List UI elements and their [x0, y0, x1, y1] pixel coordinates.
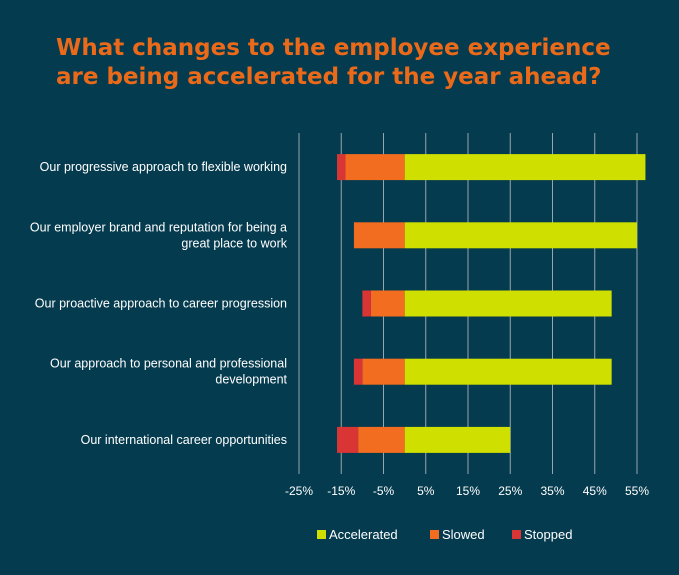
legend-label: Stopped: [524, 527, 572, 542]
x-tick-label: -15%: [327, 484, 355, 498]
x-tick-label: 5%: [417, 484, 435, 498]
chart-title-line-1: What changes to the employee experience: [56, 35, 611, 61]
x-tick-label: 55%: [625, 484, 649, 498]
x-tick-label: 25%: [498, 484, 522, 498]
legend: Accelerated Slowed Stopped: [317, 527, 572, 542]
slowed-bar: [370, 290, 405, 317]
y-category-label: Our proactive approach to career progres…: [35, 297, 287, 311]
slowed-bar: [353, 222, 405, 249]
stopped-bar: [353, 358, 363, 385]
slowed-bar: [362, 358, 405, 385]
legend-swatch: [430, 530, 439, 539]
stopped-bar: [337, 154, 346, 181]
legend-swatch: [512, 530, 521, 539]
accelerated-bar: [404, 290, 612, 317]
chart-title-line-2: are being accelerated for the year ahead…: [56, 64, 602, 90]
chart-title: What changes to the employee experience …: [56, 34, 616, 92]
y-category-label: great place to work: [181, 236, 287, 250]
y-category-label: Our approach to personal and professiona…: [50, 357, 287, 371]
x-tick-label: -25%: [285, 484, 313, 498]
y-category-label: Our international career opportunities: [81, 433, 287, 447]
slowed-bar: [358, 426, 405, 453]
y-category-label: Our employer brand and reputation for be…: [30, 220, 287, 234]
x-tick-label: 35%: [540, 484, 564, 498]
accelerated-bar: [404, 154, 646, 181]
x-tick-label: -5%: [373, 484, 395, 498]
y-category-label: development: [215, 373, 287, 387]
legend-label: Accelerated: [329, 527, 398, 542]
slowed-bar: [345, 154, 405, 181]
legend-label: Slowed: [442, 527, 485, 542]
accelerated-bar: [404, 222, 637, 249]
accelerated-bar: [404, 426, 511, 453]
y-category-label: Our progressive approach to flexible wor…: [40, 160, 287, 174]
legend-swatch: [317, 530, 326, 539]
x-tick-label: 15%: [456, 484, 480, 498]
stopped-bar: [362, 290, 371, 317]
stopped-bar: [337, 426, 359, 453]
x-tick-label: 45%: [583, 484, 607, 498]
accelerated-bar: [404, 358, 612, 385]
